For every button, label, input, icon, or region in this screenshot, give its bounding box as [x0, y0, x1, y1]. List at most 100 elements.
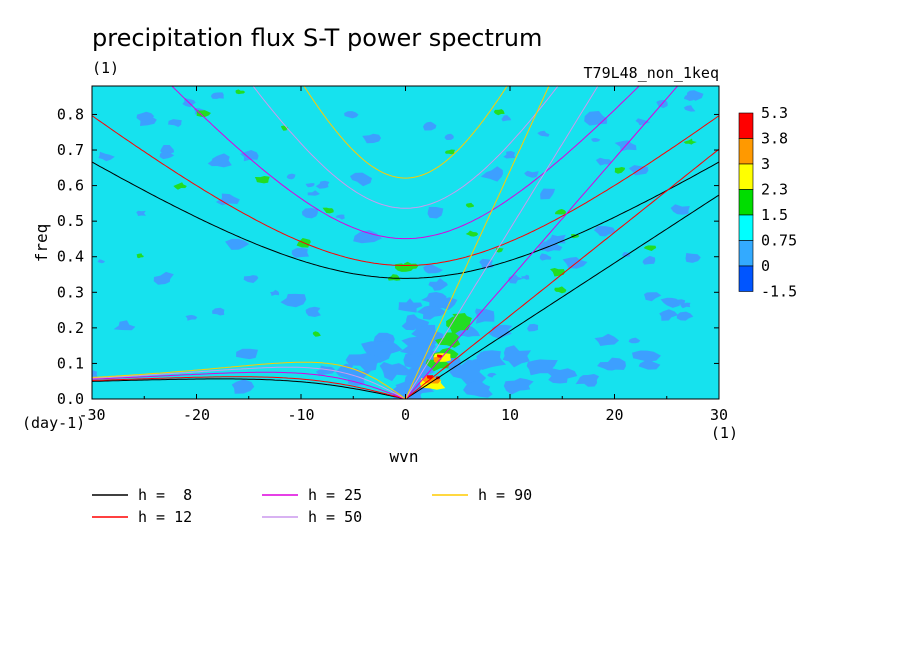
low-power-region [379, 362, 410, 382]
low-power-patch [159, 151, 175, 160]
low-power-patch [291, 247, 309, 258]
low-power-patch [444, 133, 454, 140]
colorbar-swatch [738, 112, 754, 139]
low-power-region [421, 292, 447, 307]
low-power-patch [427, 206, 444, 219]
low-power-patch [632, 350, 661, 362]
low-power-patch [501, 115, 512, 122]
low-power-patch [185, 315, 198, 321]
low-power-patch [676, 311, 694, 321]
low-power-region [345, 353, 383, 372]
low-power-patch [539, 253, 552, 261]
low-power-patch [487, 372, 497, 378]
higher-power-patch [433, 356, 442, 364]
colorbar-label: -1.5 [761, 283, 797, 301]
colorbar-label: 0.75 [761, 232, 797, 250]
legend-label: h = 12 [138, 508, 192, 526]
colorbar-label: 3 [761, 155, 770, 173]
low-power-patch [113, 320, 136, 331]
low-power-patch [527, 323, 539, 332]
colorbar-label: 1.5 [761, 206, 788, 224]
low-power-region [503, 378, 534, 395]
y-tick-label: 0.6 [57, 177, 84, 195]
y-axis: 0.0 0.1 0.2 0.3 0.4 0.5 0.6 0.7 0.8 [57, 105, 719, 408]
legend-label: h = 25 [308, 486, 362, 504]
low-power-patch [344, 111, 359, 119]
low-power-region [428, 278, 448, 291]
low-power-region [575, 374, 600, 387]
mid-power-patch [254, 176, 270, 184]
low-power-patch [423, 121, 437, 131]
low-power-patch [674, 299, 685, 305]
low-power-patch [540, 188, 555, 200]
low-power-patch [240, 150, 259, 162]
mid-power-patch [554, 209, 567, 215]
low-power-patch [686, 90, 704, 101]
colorbar-swatch [738, 189, 754, 216]
x-tick-label: -30 [78, 406, 105, 424]
low-power-patch [659, 309, 679, 321]
low-power-patch [537, 130, 550, 137]
low-power-patch [644, 292, 662, 302]
low-power-region [416, 305, 447, 320]
y-tick-label: 0.4 [57, 248, 84, 266]
rossby-wave-curve [92, 376, 406, 399]
x-tick-label: -20 [183, 406, 210, 424]
rossby-wave-curve [92, 378, 406, 399]
y-tick-label: 0.3 [57, 283, 84, 301]
x-tick-label: 30 [710, 406, 728, 424]
low-power-patch [350, 172, 372, 187]
colorbar-label: 3.8 [761, 130, 788, 148]
low-power-patch [98, 151, 115, 162]
colorbar-label: 2.3 [761, 181, 788, 199]
colorbar: 5.3 3.8 3 2.3 1.5 0.75 0 -1.5 [738, 104, 797, 301]
low-power-patch [136, 210, 146, 216]
mid-power-patch [444, 149, 456, 155]
inertio-gravity-curve [303, 86, 508, 179]
low-power-patch [503, 151, 516, 159]
kelvin-wave-curve [405, 194, 719, 399]
low-power-patch [270, 289, 280, 296]
spectrum-field [92, 89, 704, 399]
legend-label: h = 50 [308, 508, 362, 526]
low-power-patch [97, 259, 105, 264]
mid-power-patch [173, 182, 187, 190]
colorbar-swatch [738, 138, 754, 165]
low-power-patch [225, 238, 250, 250]
low-power-patch [286, 173, 296, 180]
low-power-patch [315, 365, 336, 376]
kelvin-wave-curve [405, 86, 550, 399]
low-power-patch [595, 157, 612, 166]
low-power-patch [307, 190, 320, 196]
low-power-region [398, 298, 423, 313]
low-power-patch [168, 119, 182, 127]
x-axis-label: wvn [390, 447, 419, 466]
low-power-patch [480, 166, 503, 182]
low-power-patch [280, 293, 307, 308]
kelvin-wave-curve [405, 148, 719, 399]
low-power-patch [231, 379, 255, 394]
low-power-patch [628, 337, 641, 344]
y-tick-label: 0.1 [57, 354, 84, 372]
low-power-patch [593, 226, 616, 237]
low-power-region [463, 380, 493, 398]
rossby-wave-curve [92, 366, 406, 399]
mid-power-patch [465, 202, 474, 208]
x-tick-label: 0 [401, 406, 410, 424]
low-power-patch [236, 348, 258, 360]
low-power-patch [684, 95, 695, 101]
y-tick-label: 0.0 [57, 390, 84, 408]
x-tick-label: 20 [605, 406, 623, 424]
low-power-patch [362, 133, 381, 144]
colorbar-label: 0 [761, 257, 770, 275]
low-power-patch [136, 111, 155, 122]
mid-power-patch [435, 332, 461, 348]
x-axis-unit: (1) [711, 424, 738, 442]
chart-subtitle-right: T79L48_non_1keq [584, 64, 719, 82]
low-power-patch [335, 214, 345, 220]
low-power-region [545, 368, 578, 384]
low-power-patch [305, 306, 321, 317]
y-axis-unit: (day-1) [22, 414, 85, 432]
x-tick-label: -10 [287, 406, 314, 424]
